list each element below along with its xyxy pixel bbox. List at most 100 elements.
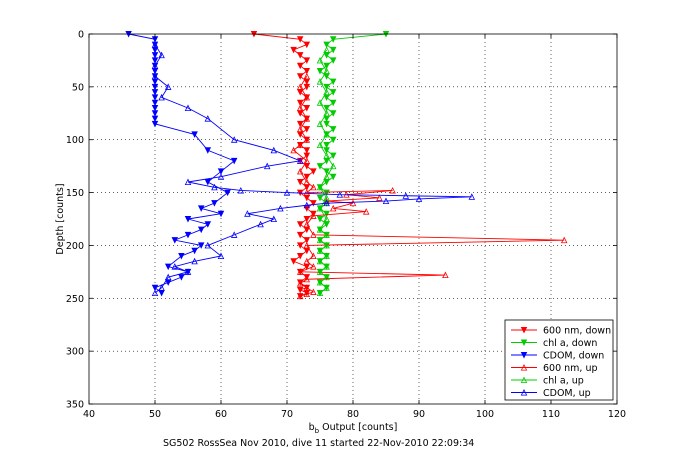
data-point bbox=[323, 46, 330, 53]
data-point bbox=[296, 221, 304, 228]
data-point bbox=[296, 83, 304, 90]
data-point bbox=[323, 109, 330, 117]
data-point bbox=[323, 241, 330, 249]
data-point bbox=[191, 257, 198, 265]
data-point bbox=[230, 231, 238, 238]
data-point bbox=[151, 83, 159, 91]
data-point bbox=[151, 72, 159, 80]
data-point bbox=[158, 93, 165, 101]
data-point bbox=[316, 278, 324, 286]
data-point bbox=[316, 56, 324, 64]
data-point bbox=[296, 125, 304, 133]
x-axis-label-rest: Output [counts] bbox=[319, 422, 397, 433]
data-point bbox=[303, 205, 311, 212]
data-point bbox=[382, 197, 390, 205]
data-point bbox=[303, 72, 311, 80]
data-point bbox=[296, 189, 304, 197]
data-point bbox=[303, 241, 311, 249]
data-point bbox=[310, 288, 317, 295]
legend-marker bbox=[520, 376, 528, 384]
data-point bbox=[296, 268, 304, 275]
data-point bbox=[204, 178, 212, 186]
data-point bbox=[178, 252, 185, 260]
data-point bbox=[303, 290, 311, 298]
x-tick-label: 80 bbox=[347, 409, 359, 420]
data-point bbox=[303, 201, 311, 209]
data-point bbox=[329, 173, 337, 181]
data-point bbox=[303, 105, 311, 112]
data-point bbox=[303, 83, 311, 91]
data-point bbox=[204, 221, 212, 228]
series-line bbox=[292, 76, 565, 297]
data-point bbox=[323, 62, 330, 70]
data-point bbox=[296, 286, 304, 294]
data-point bbox=[329, 36, 337, 43]
data-point bbox=[323, 88, 330, 96]
data-point bbox=[171, 237, 179, 244]
data-point bbox=[296, 242, 304, 249]
legend-entry-label: 600 nm, up bbox=[543, 363, 598, 374]
data-point bbox=[151, 289, 159, 297]
data-point bbox=[184, 178, 192, 186]
data-point bbox=[316, 183, 324, 191]
y-tick-label: 0 bbox=[78, 30, 84, 41]
legend-marker bbox=[520, 364, 528, 371]
data-point bbox=[323, 83, 330, 91]
data-point bbox=[303, 68, 311, 75]
data-point bbox=[323, 67, 330, 74]
data-point bbox=[316, 194, 324, 202]
data-point bbox=[362, 208, 370, 215]
data-point bbox=[296, 167, 304, 175]
legend-entry-label: CDOM, up bbox=[543, 388, 591, 399]
data-point bbox=[184, 215, 192, 223]
y-tick-label: 250 bbox=[66, 294, 84, 305]
data-point bbox=[151, 94, 159, 101]
data-point bbox=[323, 147, 330, 154]
data-point bbox=[303, 220, 311, 228]
data-point bbox=[323, 210, 330, 218]
x-axis-label-subscript: b bbox=[315, 427, 320, 435]
data-point bbox=[151, 52, 159, 59]
data-point bbox=[204, 147, 212, 154]
data-point bbox=[296, 252, 304, 260]
data-point bbox=[158, 51, 165, 59]
data-point bbox=[310, 231, 317, 238]
data-point bbox=[151, 110, 159, 117]
y-tick-label: 50 bbox=[72, 82, 84, 93]
legend-marker bbox=[520, 389, 528, 396]
data-point bbox=[303, 215, 311, 223]
legend-entry-label: CDOM, down bbox=[543, 351, 604, 362]
x-axis-label: bb Output [counts] bbox=[309, 422, 398, 435]
data-point bbox=[560, 236, 568, 244]
data-point bbox=[303, 115, 311, 122]
axis-ticks: 40 50 60 70 80 90 100 110 120 0 50 100 150 200 250 300 3… bbox=[66, 30, 626, 421]
data-point bbox=[296, 157, 304, 164]
data-point bbox=[329, 46, 337, 54]
data-point bbox=[263, 162, 271, 170]
data-point bbox=[316, 257, 324, 265]
data-point bbox=[376, 194, 383, 201]
legend-marker bbox=[520, 339, 528, 346]
data-point bbox=[316, 68, 324, 75]
data-point bbox=[197, 226, 205, 234]
data-point bbox=[329, 126, 337, 133]
data-point bbox=[329, 78, 337, 86]
legend-marker bbox=[520, 351, 528, 359]
data-point bbox=[158, 284, 165, 291]
data-point bbox=[310, 183, 317, 191]
data-point bbox=[303, 173, 311, 181]
data-point bbox=[323, 152, 330, 159]
data-point bbox=[178, 274, 185, 281]
data-point bbox=[316, 120, 324, 127]
data-point bbox=[303, 157, 311, 164]
data-point bbox=[323, 105, 330, 112]
data-point bbox=[323, 263, 330, 270]
data-point bbox=[296, 231, 304, 239]
data-point bbox=[323, 197, 330, 205]
data-point bbox=[230, 157, 238, 165]
data-point bbox=[316, 163, 324, 170]
data-point bbox=[323, 189, 330, 197]
data-point bbox=[303, 93, 311, 101]
y-axis-label: Depth [counts] bbox=[55, 183, 66, 254]
data-point bbox=[211, 200, 218, 207]
